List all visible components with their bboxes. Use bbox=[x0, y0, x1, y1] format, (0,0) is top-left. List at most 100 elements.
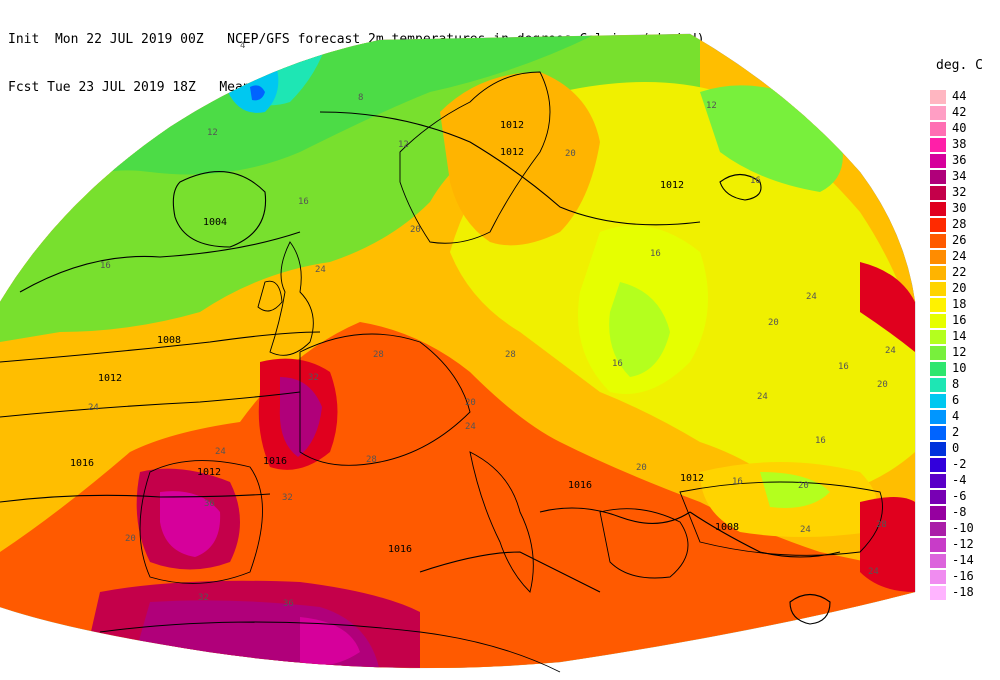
temp-label: 28 bbox=[366, 455, 377, 465]
temp-label: 24 bbox=[215, 447, 226, 457]
isobar-label: 1016 bbox=[568, 480, 592, 491]
temp-label: 36 bbox=[204, 499, 215, 509]
legend-swatch bbox=[930, 122, 946, 136]
legend-swatch bbox=[930, 330, 946, 344]
legend-swatch bbox=[930, 298, 946, 312]
legend-swatch bbox=[930, 250, 946, 264]
isobar-label: 1016 bbox=[70, 458, 94, 469]
legend-label: 24 bbox=[952, 249, 967, 263]
isobar-label: 1012 bbox=[98, 373, 122, 384]
temp-label: 12 bbox=[398, 140, 409, 150]
temp-label: 24 bbox=[868, 567, 879, 577]
temp-label: 24 bbox=[88, 403, 99, 413]
legend-label: 22 bbox=[952, 265, 967, 279]
legend-swatch bbox=[930, 426, 946, 440]
legend-swatch bbox=[930, 394, 946, 408]
temp-label: 12 bbox=[706, 101, 717, 111]
isobar-label: 1008 bbox=[715, 522, 739, 533]
temp-label: 16 bbox=[612, 359, 623, 369]
legend-swatch bbox=[930, 234, 946, 248]
legend-label: 40 bbox=[952, 121, 967, 135]
legend-label: 26 bbox=[952, 233, 967, 247]
isobar-label: 1012 bbox=[680, 473, 704, 484]
legend-label: 12 bbox=[952, 345, 967, 359]
legend-label: 36 bbox=[952, 153, 967, 167]
temp-label: 32 bbox=[282, 493, 293, 503]
temperature-field bbox=[0, 34, 915, 668]
legend-swatch bbox=[930, 586, 946, 600]
legend-label: 44 bbox=[952, 89, 967, 103]
temp-label: 16 bbox=[838, 362, 849, 372]
legend-title: deg. C bbox=[936, 58, 983, 73]
temp-label: 24 bbox=[315, 265, 326, 275]
legend-swatch bbox=[930, 90, 946, 104]
legend-label: 6 bbox=[952, 393, 960, 407]
legend-label: -16 bbox=[952, 569, 974, 583]
legend-swatch bbox=[930, 570, 946, 584]
isobar-label: 1004 bbox=[203, 217, 227, 228]
temp-label: 16 bbox=[750, 176, 761, 186]
temp-label: 32 bbox=[198, 593, 209, 603]
temp-label: 20 bbox=[465, 398, 476, 408]
temp-label: 16 bbox=[732, 477, 743, 487]
legend-label: -6 bbox=[952, 489, 967, 503]
isobar-label: 1008 bbox=[157, 335, 181, 346]
legend-label: 30 bbox=[952, 201, 967, 215]
legend-swatch bbox=[930, 202, 946, 216]
isobar-label: 1012 bbox=[197, 467, 221, 478]
legend-swatch bbox=[930, 538, 946, 552]
temp-label: 24 bbox=[806, 292, 817, 302]
temp-label: 28 bbox=[876, 520, 887, 530]
legend-label: 14 bbox=[952, 329, 967, 343]
temp-label: 20 bbox=[768, 318, 779, 328]
temp-label: 16 bbox=[100, 261, 111, 271]
legend-label: 10 bbox=[952, 361, 967, 375]
isobar-label: 1016 bbox=[263, 456, 287, 467]
temp-label: 20 bbox=[125, 534, 136, 544]
legend-swatch bbox=[930, 346, 946, 360]
legend-label: 2 bbox=[952, 425, 960, 439]
legend-swatch bbox=[930, 266, 946, 280]
legend-label: -14 bbox=[952, 553, 974, 567]
legend-swatch bbox=[930, 170, 946, 184]
legend-label: 20 bbox=[952, 281, 967, 295]
legend-label: 38 bbox=[952, 137, 967, 151]
legend-label: -10 bbox=[952, 521, 974, 535]
coastlines bbox=[99, 71, 883, 673]
legend-swatch bbox=[930, 490, 946, 504]
temp-label: 16 bbox=[650, 249, 661, 259]
temp-label: 28 bbox=[373, 350, 384, 360]
temp-label: 8 bbox=[358, 93, 363, 103]
legend-swatch bbox=[930, 314, 946, 328]
legend-label: -2 bbox=[952, 457, 967, 471]
legend-label: -4 bbox=[952, 473, 967, 487]
temp-label: 20 bbox=[565, 149, 576, 159]
legend-swatch bbox=[930, 474, 946, 488]
legend-label: 8 bbox=[952, 377, 960, 391]
legend-label: -8 bbox=[952, 505, 967, 519]
legend-label: 34 bbox=[952, 169, 967, 183]
temp-label: 28 bbox=[505, 350, 516, 360]
legend-swatch bbox=[930, 218, 946, 232]
temp-label: 36 bbox=[283, 599, 294, 609]
temp-label: 20 bbox=[410, 225, 421, 235]
weather-map: 1012 1004 1008 1012 1016 1012 1012 1016 … bbox=[0, 33, 916, 673]
legend-label: 28 bbox=[952, 217, 967, 231]
temp-label: 32 bbox=[308, 373, 319, 383]
temp-label: 24 bbox=[757, 392, 768, 402]
legend-swatch bbox=[930, 554, 946, 568]
isobar-label: 1016 bbox=[388, 544, 412, 555]
isobar-label: 1012 bbox=[660, 180, 684, 191]
legend-swatch bbox=[930, 154, 946, 168]
temp-label: 20 bbox=[798, 481, 809, 491]
legend-label: -12 bbox=[952, 537, 974, 551]
legend-label: 0 bbox=[952, 441, 960, 455]
temp-label: 24 bbox=[465, 422, 476, 432]
legend-swatch bbox=[930, 442, 946, 456]
temp-label: 16 bbox=[298, 197, 309, 207]
legend-swatch bbox=[930, 106, 946, 120]
legend-label: 16 bbox=[952, 313, 967, 327]
legend-swatch bbox=[930, 282, 946, 296]
legend-label: 18 bbox=[952, 297, 967, 311]
isobar-label: 1012 bbox=[500, 147, 524, 158]
